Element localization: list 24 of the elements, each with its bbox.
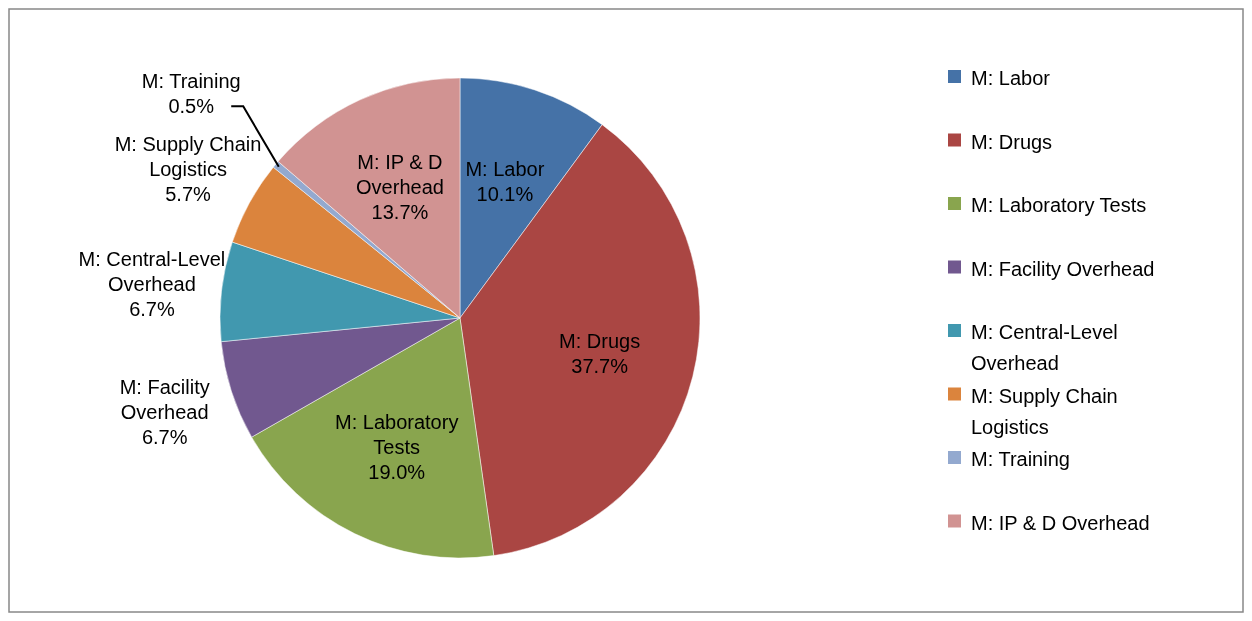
data-label: 37.7% — [571, 354, 629, 377]
slice-label: M: Central-Level Overhead — [78, 247, 226, 295]
legend-label: M: Laboratory Tests — [971, 194, 1147, 216]
slice-label: M: Labor — [465, 157, 545, 180]
legend-label: M: Supply Chain Logistics — [971, 384, 1118, 438]
slice-label: M: Supply Chain Logistics — [114, 133, 262, 181]
legend-label: M: Labor — [971, 67, 1051, 89]
slice-label: M: Drugs — [559, 329, 641, 352]
data-label: 6.7% — [141, 426, 188, 449]
data-label: 10.1% — [476, 182, 534, 205]
data-label: 6.7% — [129, 297, 175, 320]
legend-label: M: Training — [971, 448, 1070, 470]
slice-label: M: Facility Overhead — [119, 376, 210, 424]
data-label: 0.5% — [168, 95, 215, 118]
data-label: 5.7% — [165, 183, 212, 206]
legend-label: M: Drugs — [971, 130, 1053, 153]
slice-label: M: Laboratory Tests — [335, 411, 459, 459]
legend-label: M: IP & D Overhead — [971, 511, 1150, 534]
data-label: 19.0% — [368, 461, 426, 484]
legend-label: M: Facility Overhead — [971, 257, 1155, 280]
slice-label: M: Training — [141, 70, 241, 93]
slice-label: M: IP & D Overhead — [356, 151, 444, 199]
legend-label: M: Central-Level Overhead — [971, 321, 1118, 374]
data-label: 13.7% — [371, 201, 429, 224]
